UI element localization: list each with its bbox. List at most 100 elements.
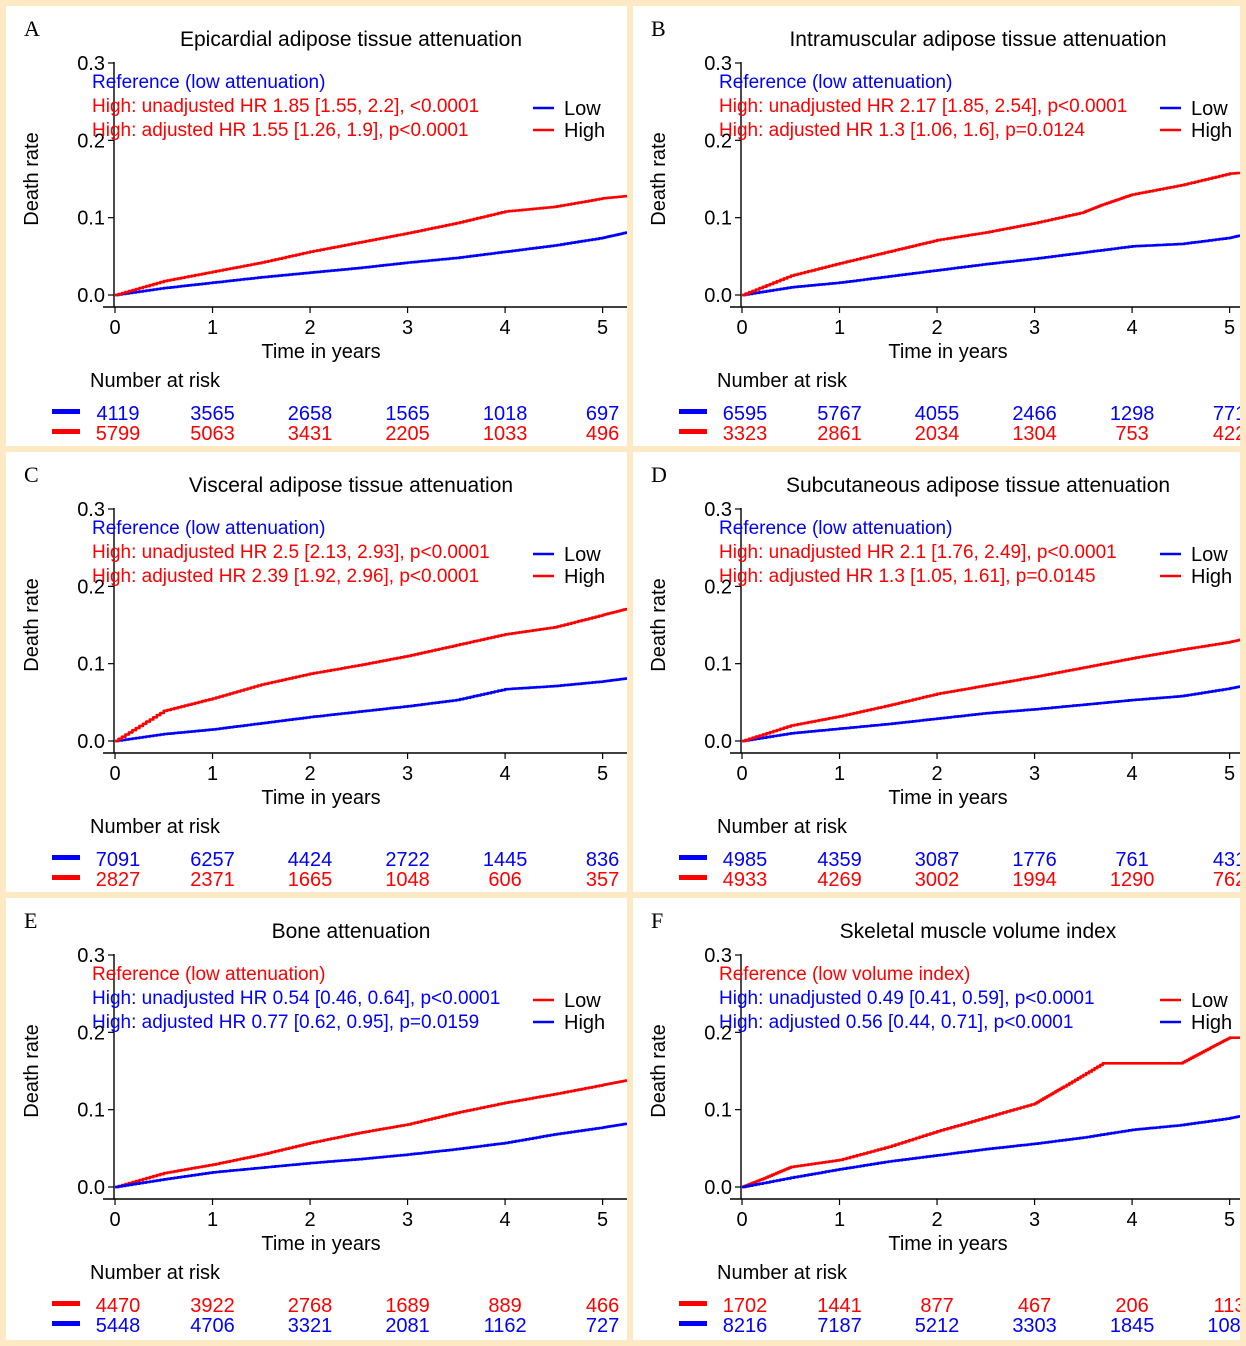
risk-count: 5212 xyxy=(915,1315,960,1337)
legend-label: Low xyxy=(564,98,601,120)
risk-count: 1290 xyxy=(1110,869,1155,891)
risk-count: 5063 xyxy=(190,423,235,445)
y-tick-label: 0.0 xyxy=(704,731,732,753)
risk-count: 7187 xyxy=(817,1315,862,1337)
panel-b: B Intramuscular adipose tissue attenuatio… xyxy=(633,6,1240,446)
x-tick-label: 5 xyxy=(1224,317,1235,339)
risk-count: 2768 xyxy=(288,1295,333,1317)
risk-table-title: Number at risk xyxy=(717,1262,848,1284)
y-tick-label: 0.2 xyxy=(77,130,105,152)
risk-count: 697 xyxy=(586,403,619,425)
x-tick-label: 1 xyxy=(207,317,218,339)
risk-count: 3431 xyxy=(288,423,333,445)
x-axis-label: Time in years xyxy=(261,341,380,363)
hr-annotation: High: adjusted HR 2.39 [1.92, 2.96], p<0… xyxy=(92,566,479,587)
risk-table-title: Number at risk xyxy=(90,1262,221,1284)
hr-annotation: High: unadjusted HR 2.5 [2.13, 2.93], p<… xyxy=(92,542,490,563)
series-line-high xyxy=(115,607,627,743)
x-tick-label: 2 xyxy=(304,317,315,339)
y-axis-label: Death rate xyxy=(21,132,43,225)
legend-label: High xyxy=(564,566,605,588)
risk-row-swatch xyxy=(679,855,707,860)
y-tick-label: 0.3 xyxy=(77,499,105,521)
panel-letter: C xyxy=(24,462,39,487)
hr-annotation: Reference (low attenuation) xyxy=(719,518,952,539)
y-tick-label: 0.2 xyxy=(77,576,105,598)
legend-label: High xyxy=(1191,120,1232,142)
risk-count: 1702 xyxy=(723,1295,768,1317)
x-axis-label: Time in years xyxy=(888,1233,1007,1255)
risk-count: 3321 xyxy=(288,1315,333,1337)
risk-count: 1845 xyxy=(1110,1315,1155,1337)
x-tick-label: 4 xyxy=(1127,763,1138,785)
series-line-high xyxy=(115,1122,627,1189)
risk-count: 6595 xyxy=(723,403,768,425)
risk-row-swatch xyxy=(679,429,707,434)
panel-d: D Subcutaneous adipose tissue attenuation… xyxy=(633,452,1240,892)
risk-count: 877 xyxy=(920,1295,953,1317)
x-tick-label: 1 xyxy=(834,317,845,339)
risk-row-swatch xyxy=(52,1321,80,1326)
panel-letter: E xyxy=(24,908,37,933)
risk-count: 422 xyxy=(1213,423,1240,445)
series-line-low xyxy=(742,234,1240,297)
x-tick-label: 3 xyxy=(402,763,413,785)
x-tick-label: 2 xyxy=(931,317,942,339)
risk-count: 4119 xyxy=(96,403,139,425)
series-line-high xyxy=(742,638,1240,743)
risk-count: 1080 xyxy=(1207,1315,1240,1337)
risk-count: 1298 xyxy=(1110,403,1155,425)
y-axis-label: Death rate xyxy=(648,578,670,671)
legend-label: High xyxy=(1191,566,1232,588)
risk-count: 6257 xyxy=(190,849,235,871)
legend-label: High xyxy=(1191,1012,1232,1034)
x-tick-label: 4 xyxy=(500,763,511,785)
x-tick-label: 2 xyxy=(931,1209,942,1231)
x-tick-label: 5 xyxy=(1224,1209,1235,1231)
y-tick-label: 0.3 xyxy=(704,499,732,521)
x-axis-label: Time in years xyxy=(261,787,380,809)
risk-count: 113 xyxy=(1214,1295,1240,1317)
legend-label: Low xyxy=(1191,544,1228,566)
risk-count: 1994 xyxy=(1012,869,1057,891)
risk-count: 606 xyxy=(488,869,521,891)
hr-annotation: Reference (low attenuation) xyxy=(92,518,325,539)
x-tick-label: 0 xyxy=(109,1209,120,1231)
hr-annotation: High: adjusted HR 0.77 [0.62, 0.95], p=0… xyxy=(92,1012,479,1033)
hr-annotation: High: unadjusted HR 2.17 [1.85, 2.54], p… xyxy=(719,96,1127,117)
y-axis-label: Death rate xyxy=(21,578,43,671)
risk-count: 206 xyxy=(1115,1295,1148,1317)
y-tick-label: 0.3 xyxy=(77,945,105,967)
panel-f: F Skeletal muscle volume index 0.0 0.1 0.2 0.… xyxy=(633,898,1240,1340)
risk-count: 3565 xyxy=(190,403,235,425)
x-tick-label: 1 xyxy=(834,1209,845,1231)
series-line-low xyxy=(742,1036,1240,1189)
x-tick-label: 5 xyxy=(597,1209,608,1231)
risk-row-swatch xyxy=(52,875,80,880)
panel-c: C Visceral adipose tissue attenuation0.00… xyxy=(6,452,627,892)
x-tick-label: 5 xyxy=(1224,763,1235,785)
y-tick-label: 0.1 xyxy=(704,654,732,676)
risk-table-title: Number at risk xyxy=(90,816,221,838)
x-axis-label: Time in years xyxy=(888,341,1007,363)
y-tick-label: 0.1 xyxy=(704,1100,732,1122)
risk-count: 1445 xyxy=(483,849,528,871)
risk-count: 762 xyxy=(1213,869,1240,891)
risk-count: 4269 xyxy=(817,869,862,891)
risk-count: 5799 xyxy=(96,423,141,445)
series-line-high xyxy=(115,194,627,297)
legend-label: High xyxy=(564,120,605,142)
risk-count: 466 xyxy=(586,1295,619,1317)
risk-count: 5448 xyxy=(96,1315,141,1337)
x-tick-label: 2 xyxy=(304,1209,315,1231)
series-line-low xyxy=(115,1079,627,1189)
x-tick-label: 3 xyxy=(402,317,413,339)
risk-count: 889 xyxy=(488,1295,521,1317)
hr-annotation: High: adjusted 0.56 [0.44, 0.71], p<0.00… xyxy=(719,1012,1073,1033)
y-tick-label: 0.0 xyxy=(77,731,105,753)
panel-e: E Bone attenuation 0.0 0.1 0.2 0.3 0 1 2 3 4 5 Death… xyxy=(6,898,627,1340)
x-axis-label: Time in years xyxy=(261,1233,380,1255)
risk-count: 2205 xyxy=(385,423,430,445)
risk-row-swatch xyxy=(679,875,707,880)
risk-count: 1304 xyxy=(1012,423,1057,445)
